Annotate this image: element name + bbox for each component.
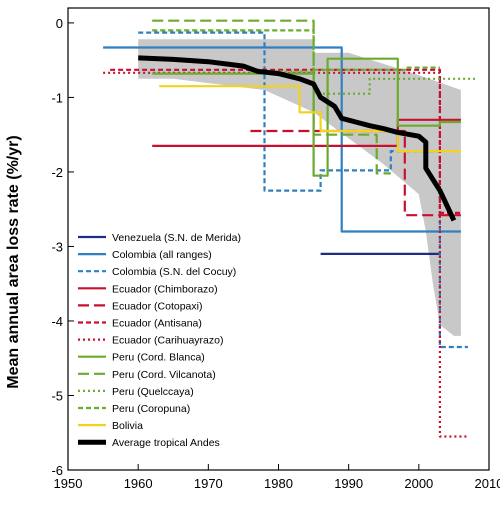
legend-label-8: Peru (Cord. Vilcanota) xyxy=(112,369,216,381)
series-lines xyxy=(103,19,475,438)
series-line-10 xyxy=(152,29,440,71)
axis-ticks: 1950 1960 1970 1980 1990 2000 2010 0 -1 -2 -3 -4 -5 -… xyxy=(51,16,500,491)
x-tick-label-2: 1970 xyxy=(194,476,223,491)
series-line-12 xyxy=(138,55,457,222)
y-tick-label-5: -5 xyxy=(51,388,63,403)
legend-label-1: Colombia (all ranges) xyxy=(112,249,212,261)
range-band xyxy=(138,39,461,336)
series-line-2 xyxy=(138,31,468,349)
legend-label-7: Peru (Cord. Blanca) xyxy=(112,352,205,364)
legend-label-12: Average tropical Andes xyxy=(112,437,220,449)
legend-label-5: Ecuador (Antisana) xyxy=(112,318,202,330)
legend-label-6: Ecuador (Carihuayrazo) xyxy=(112,335,223,347)
y-axis-title: Mean annual area loss rate (%/yr) xyxy=(5,135,22,388)
legend-label-3: Ecuador (Chimborazo) xyxy=(112,283,218,295)
series-line-4 xyxy=(250,129,461,217)
y-tick-label-4: -4 xyxy=(51,314,63,329)
series-line-8 xyxy=(152,19,391,175)
x-tick-label-5: 2000 xyxy=(404,476,433,491)
y-tick-label-3: -3 xyxy=(51,239,63,254)
legend: Venezuela (S.N. de Merida) Colombia (all … xyxy=(78,232,241,449)
series-line-1 xyxy=(103,46,461,233)
y-tick-label-0: 0 xyxy=(56,16,63,31)
y-tick-label-1: -1 xyxy=(51,90,63,105)
x-tick-label-6: 2010 xyxy=(475,476,500,491)
x-tick-label-4: 1990 xyxy=(334,476,363,491)
series-line-11 xyxy=(159,85,461,153)
legend-label-0: Venezuela (S.N. de Merida) xyxy=(112,232,241,244)
x-tick-label-3: 1980 xyxy=(264,476,293,491)
legend-label-11: Bolivia xyxy=(112,420,143,432)
legend-label-10: Peru (Coropuna) xyxy=(112,403,190,415)
y-tick-label-2: -2 xyxy=(51,165,63,180)
y-tick-label-6: -6 xyxy=(51,463,63,478)
legend-label-9: Peru (Quelccaya) xyxy=(112,386,194,398)
legend-label-2: Colombia (S.N. del Cocuy) xyxy=(112,266,236,278)
x-tick-label-0: 1950 xyxy=(54,476,83,491)
legend-label-4: Ecuador (Cotopaxi) xyxy=(112,300,202,312)
range-band-area xyxy=(138,39,461,336)
x-tick-label-1: 1960 xyxy=(124,476,153,491)
